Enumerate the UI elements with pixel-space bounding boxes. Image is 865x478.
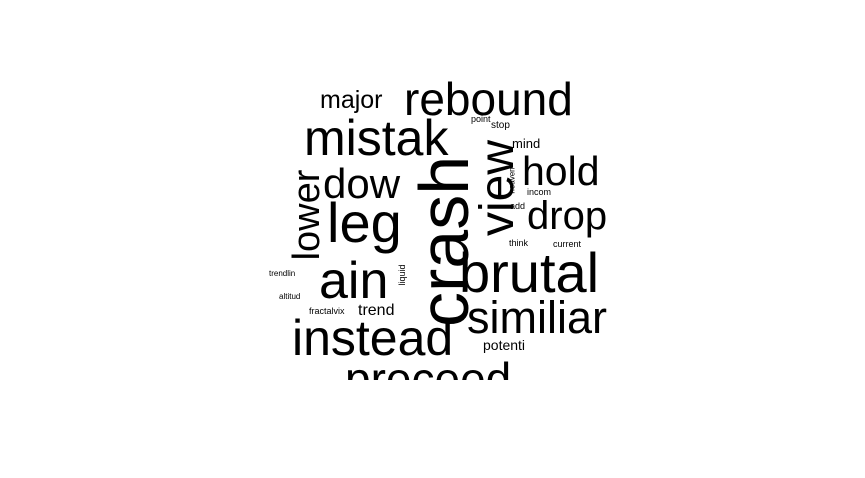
word-altitud: altitud bbox=[279, 292, 301, 301]
word-major: major bbox=[320, 86, 383, 114]
word-hold: hold bbox=[522, 148, 600, 194]
word-think: think bbox=[509, 238, 529, 248]
word-trend: trend bbox=[358, 302, 395, 319]
word-crash: crash bbox=[405, 155, 483, 327]
word-rebound: rebound bbox=[404, 73, 573, 125]
word-point: point bbox=[471, 114, 491, 124]
word-stop: stop bbox=[491, 120, 510, 131]
word-fractalvix: fractalvix bbox=[309, 306, 345, 316]
word-brutal: brutal bbox=[459, 241, 600, 304]
word-mind: mind bbox=[512, 136, 541, 151]
word-potenti: potenti bbox=[483, 337, 526, 353]
word-current: current bbox=[553, 239, 582, 249]
word-incom: incom bbox=[527, 187, 552, 197]
word-liquid: liquid bbox=[397, 264, 407, 286]
word-dow: dow bbox=[323, 160, 401, 207]
word-cloud-clip: rebound major mistak point stop mind hol… bbox=[269, 73, 608, 380]
word-drop: drop bbox=[527, 194, 608, 238]
word-ain: ain bbox=[319, 252, 389, 310]
word-trendlin: trendlin bbox=[269, 269, 296, 278]
word-heaven: heaven bbox=[507, 167, 517, 194]
word-leg: leg bbox=[327, 191, 402, 254]
word-preceed: preceed bbox=[345, 353, 512, 380]
word-lower: lower bbox=[286, 169, 328, 261]
word-add: add bbox=[510, 201, 526, 211]
word-instead: instead bbox=[292, 310, 454, 366]
word-similiar: similiar bbox=[467, 292, 607, 343]
word-mistak: mistak bbox=[304, 110, 449, 166]
